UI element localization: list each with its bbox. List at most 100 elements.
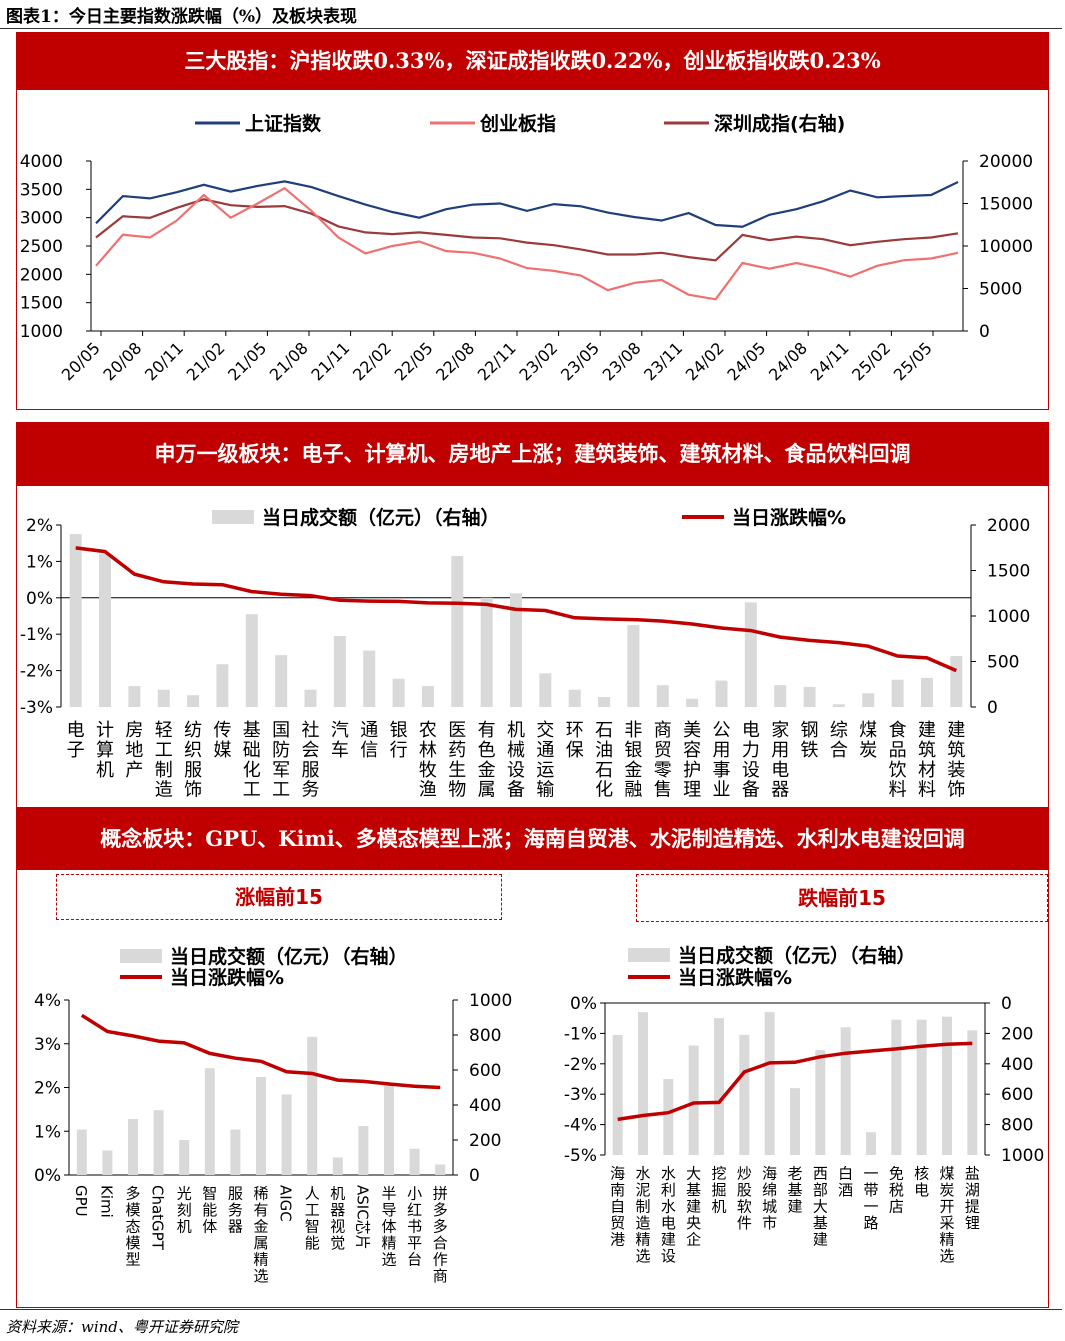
x-tick-label: 汽车 xyxy=(331,720,349,761)
y-tick-label-right: 200 xyxy=(469,1131,501,1151)
x-tick-label: 纺织服饰 xyxy=(184,720,202,800)
x-tick-label: 盐湖提锂 xyxy=(965,1165,980,1233)
x-tick-label: 商贸零售 xyxy=(654,720,672,800)
volume-bar xyxy=(942,1016,952,1155)
x-tick-label: 石油石化 xyxy=(595,720,613,800)
volume-bar xyxy=(409,1148,420,1175)
y-tick-label-right: 1000 xyxy=(987,607,1030,627)
y-tick-label: 0% xyxy=(570,994,597,1014)
y-tick-label-right: 500 xyxy=(987,653,1019,673)
y-tick-label: 0% xyxy=(34,1166,61,1186)
volume-bar xyxy=(510,593,522,707)
x-tick-label: 挖掘机 xyxy=(711,1165,726,1216)
x-tick-label: 大基建央企 xyxy=(686,1165,701,1249)
x-tick-label: ASIC芯片 xyxy=(353,1185,371,1250)
y-tick-label: 3% xyxy=(34,1035,61,1055)
legend-swatch xyxy=(628,948,670,962)
y-tick-label: 2500 xyxy=(20,237,63,257)
volume-bar xyxy=(153,1110,164,1175)
volume-bar xyxy=(627,625,640,707)
x-tick-label: 老基建 xyxy=(787,1165,802,1216)
figure-title: 图表1：今日主要指数涨跌幅（%）及板块表现 xyxy=(6,7,357,27)
y-tick-label: 4% xyxy=(34,991,61,1011)
volume-bar xyxy=(744,602,757,707)
source-note: 资料来源：wind、粤开证券研究院 xyxy=(6,1318,238,1336)
volume-bar xyxy=(435,1164,446,1175)
x-tick-label: 银行 xyxy=(390,720,408,761)
volume-bar xyxy=(638,1012,648,1155)
x-tick-label: 20/05 xyxy=(58,338,104,384)
series-line xyxy=(95,180,959,228)
x-tick-label: 医药生物 xyxy=(448,720,466,800)
y-tick-label: -5% xyxy=(564,1146,597,1166)
legend-label: 当日涨跌幅% xyxy=(678,966,792,989)
x-tick-label: 22/11 xyxy=(474,338,520,384)
x-tick-label: 建筑材料 xyxy=(918,720,936,800)
volume-bar xyxy=(76,1129,87,1175)
x-tick-label: 电力设备 xyxy=(742,720,760,800)
x-tick-label: 24/08 xyxy=(765,338,811,384)
volume-bar xyxy=(686,698,699,707)
volume-bar xyxy=(245,614,258,707)
y-tick-label: 1500 xyxy=(20,294,63,314)
x-tick-label: 21/08 xyxy=(266,338,312,384)
x-tick-label: 24/02 xyxy=(682,338,728,384)
x-tick-label: 轻工制造 xyxy=(155,720,173,800)
x-tick-label: 家用电器 xyxy=(771,720,789,800)
pct-change-line xyxy=(75,546,957,673)
volume-bar xyxy=(891,679,904,707)
bottom-rule xyxy=(0,1309,1062,1310)
volume-bar xyxy=(790,1088,800,1155)
volume-bar xyxy=(392,678,405,707)
volume-bar xyxy=(204,1068,215,1175)
y-tick-label: 1% xyxy=(34,1122,61,1142)
y-tick-label: 1% xyxy=(26,552,53,572)
y-tick-label-right: 400 xyxy=(469,1096,501,1116)
y-tick-label: -1% xyxy=(564,1024,597,1044)
y-tick-label-right: 5000 xyxy=(979,280,1022,300)
x-tick-label: 24/11 xyxy=(807,338,853,384)
y-tick-label: -1% xyxy=(20,625,53,645)
y-tick-label-right: 400 xyxy=(1001,1055,1033,1075)
x-tick-label: ChatGPT xyxy=(149,1185,167,1251)
volume-bar xyxy=(774,685,787,707)
legend-label: 当日涨跌幅% xyxy=(170,966,284,989)
y-tick-label-right: 800 xyxy=(1001,1116,1033,1136)
section3-banner: 概念板块：GPU、Kimi、多模态模型上涨；海南自贸港、水泥制造精选、水利水电建… xyxy=(16,808,1049,870)
legend-label: 当日成交额（亿元）（右轴） xyxy=(170,945,408,968)
volume-bar xyxy=(891,1019,902,1155)
y-tick-label-right: 600 xyxy=(1001,1085,1033,1105)
volume-bar xyxy=(815,1050,826,1155)
volume-bar xyxy=(307,1036,318,1175)
volume-bar xyxy=(216,664,229,707)
legend-label: 上证指数 xyxy=(245,112,322,135)
x-tick-label: 稀有金属精选 xyxy=(253,1185,268,1286)
x-tick-label: 基础化工 xyxy=(243,720,261,800)
volume-bar xyxy=(663,1079,674,1155)
y-tick-label: -2% xyxy=(20,662,53,682)
x-tick-label: 23/05 xyxy=(557,338,603,384)
volume-bar xyxy=(128,686,141,707)
y-tick-label: -2% xyxy=(564,1055,597,1075)
x-tick-label: 白酒 xyxy=(838,1165,853,1200)
x-tick-label: 非银金融 xyxy=(624,720,642,800)
x-tick-label: 建筑装饰 xyxy=(947,720,965,800)
x-tick-label: 核电 xyxy=(914,1165,929,1200)
y-tick-label: -3% xyxy=(564,1085,597,1105)
y-tick-label: 0% xyxy=(26,589,53,609)
x-tick-label: 24/05 xyxy=(723,338,769,384)
x-tick-label: 22/08 xyxy=(432,338,478,384)
top15-label: 涨幅前15 xyxy=(56,874,502,920)
y-tick-label-right: 15000 xyxy=(979,195,1033,215)
x-tick-label: 公用事业 xyxy=(712,720,730,800)
y-tick-label: 3500 xyxy=(20,180,63,200)
volume-bar xyxy=(99,554,112,707)
x-tick-label: 机械设备 xyxy=(507,720,525,800)
x-tick-label: 服务器 xyxy=(228,1185,243,1236)
volume-bar xyxy=(179,1140,190,1175)
legend-label: 当日成交额（亿元）（右轴） xyxy=(678,944,916,967)
pct-change-line xyxy=(80,1013,441,1090)
volume-bar xyxy=(304,689,317,707)
x-tick-label: 钢铁 xyxy=(801,720,819,761)
y-tick-label-right: 0 xyxy=(1001,994,1012,1014)
